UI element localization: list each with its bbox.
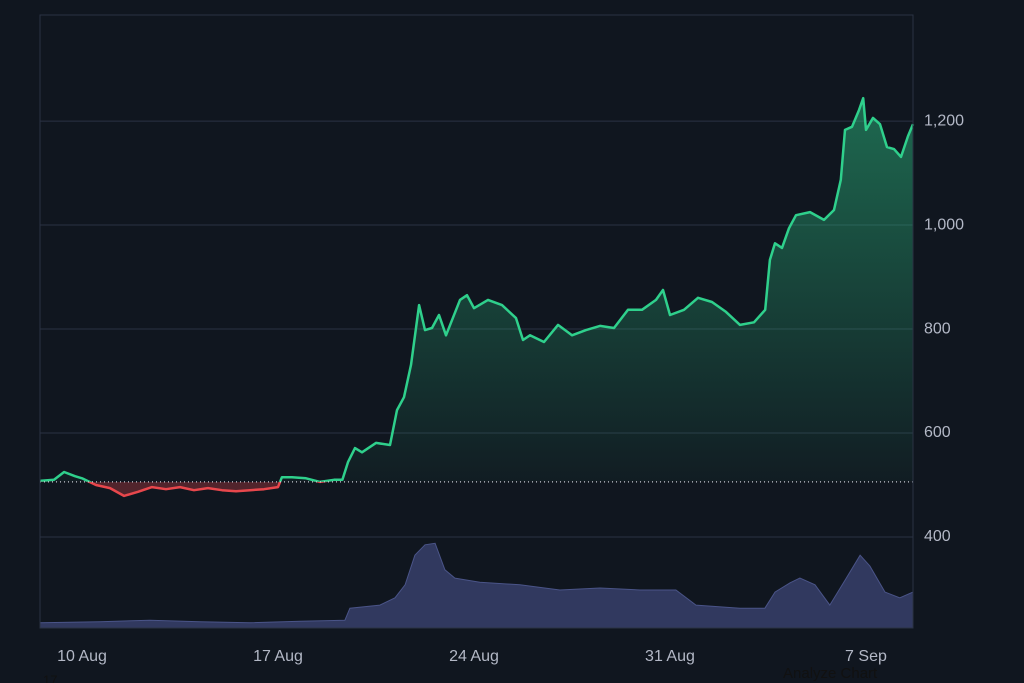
price-line-up [39,96,915,482]
y-tick-label: 1,200 [924,112,964,129]
area-up [40,98,913,482]
plot-frame [39,14,914,629]
y-tick-label: 600 [924,424,951,441]
stray-label: 17 [43,672,57,683]
volume-area [40,543,913,628]
y-tick-label: 400 [924,528,951,545]
x-tick-label: 10 Aug [57,648,107,665]
analyze-chart-button[interactable]: Analyze Chart [783,665,878,682]
y-tick-label: 800 [924,320,951,337]
y-tick-label: 1,000 [924,216,964,233]
volume-edge [39,542,914,624]
x-tick-label: 31 Aug [645,648,695,665]
price-line-down [40,481,329,498]
x-tick-label: 17 Aug [253,648,303,665]
x-tick-label: 24 Aug [449,648,499,665]
area-down [40,481,913,496]
x-tick-label: 7 Sep [845,648,887,665]
